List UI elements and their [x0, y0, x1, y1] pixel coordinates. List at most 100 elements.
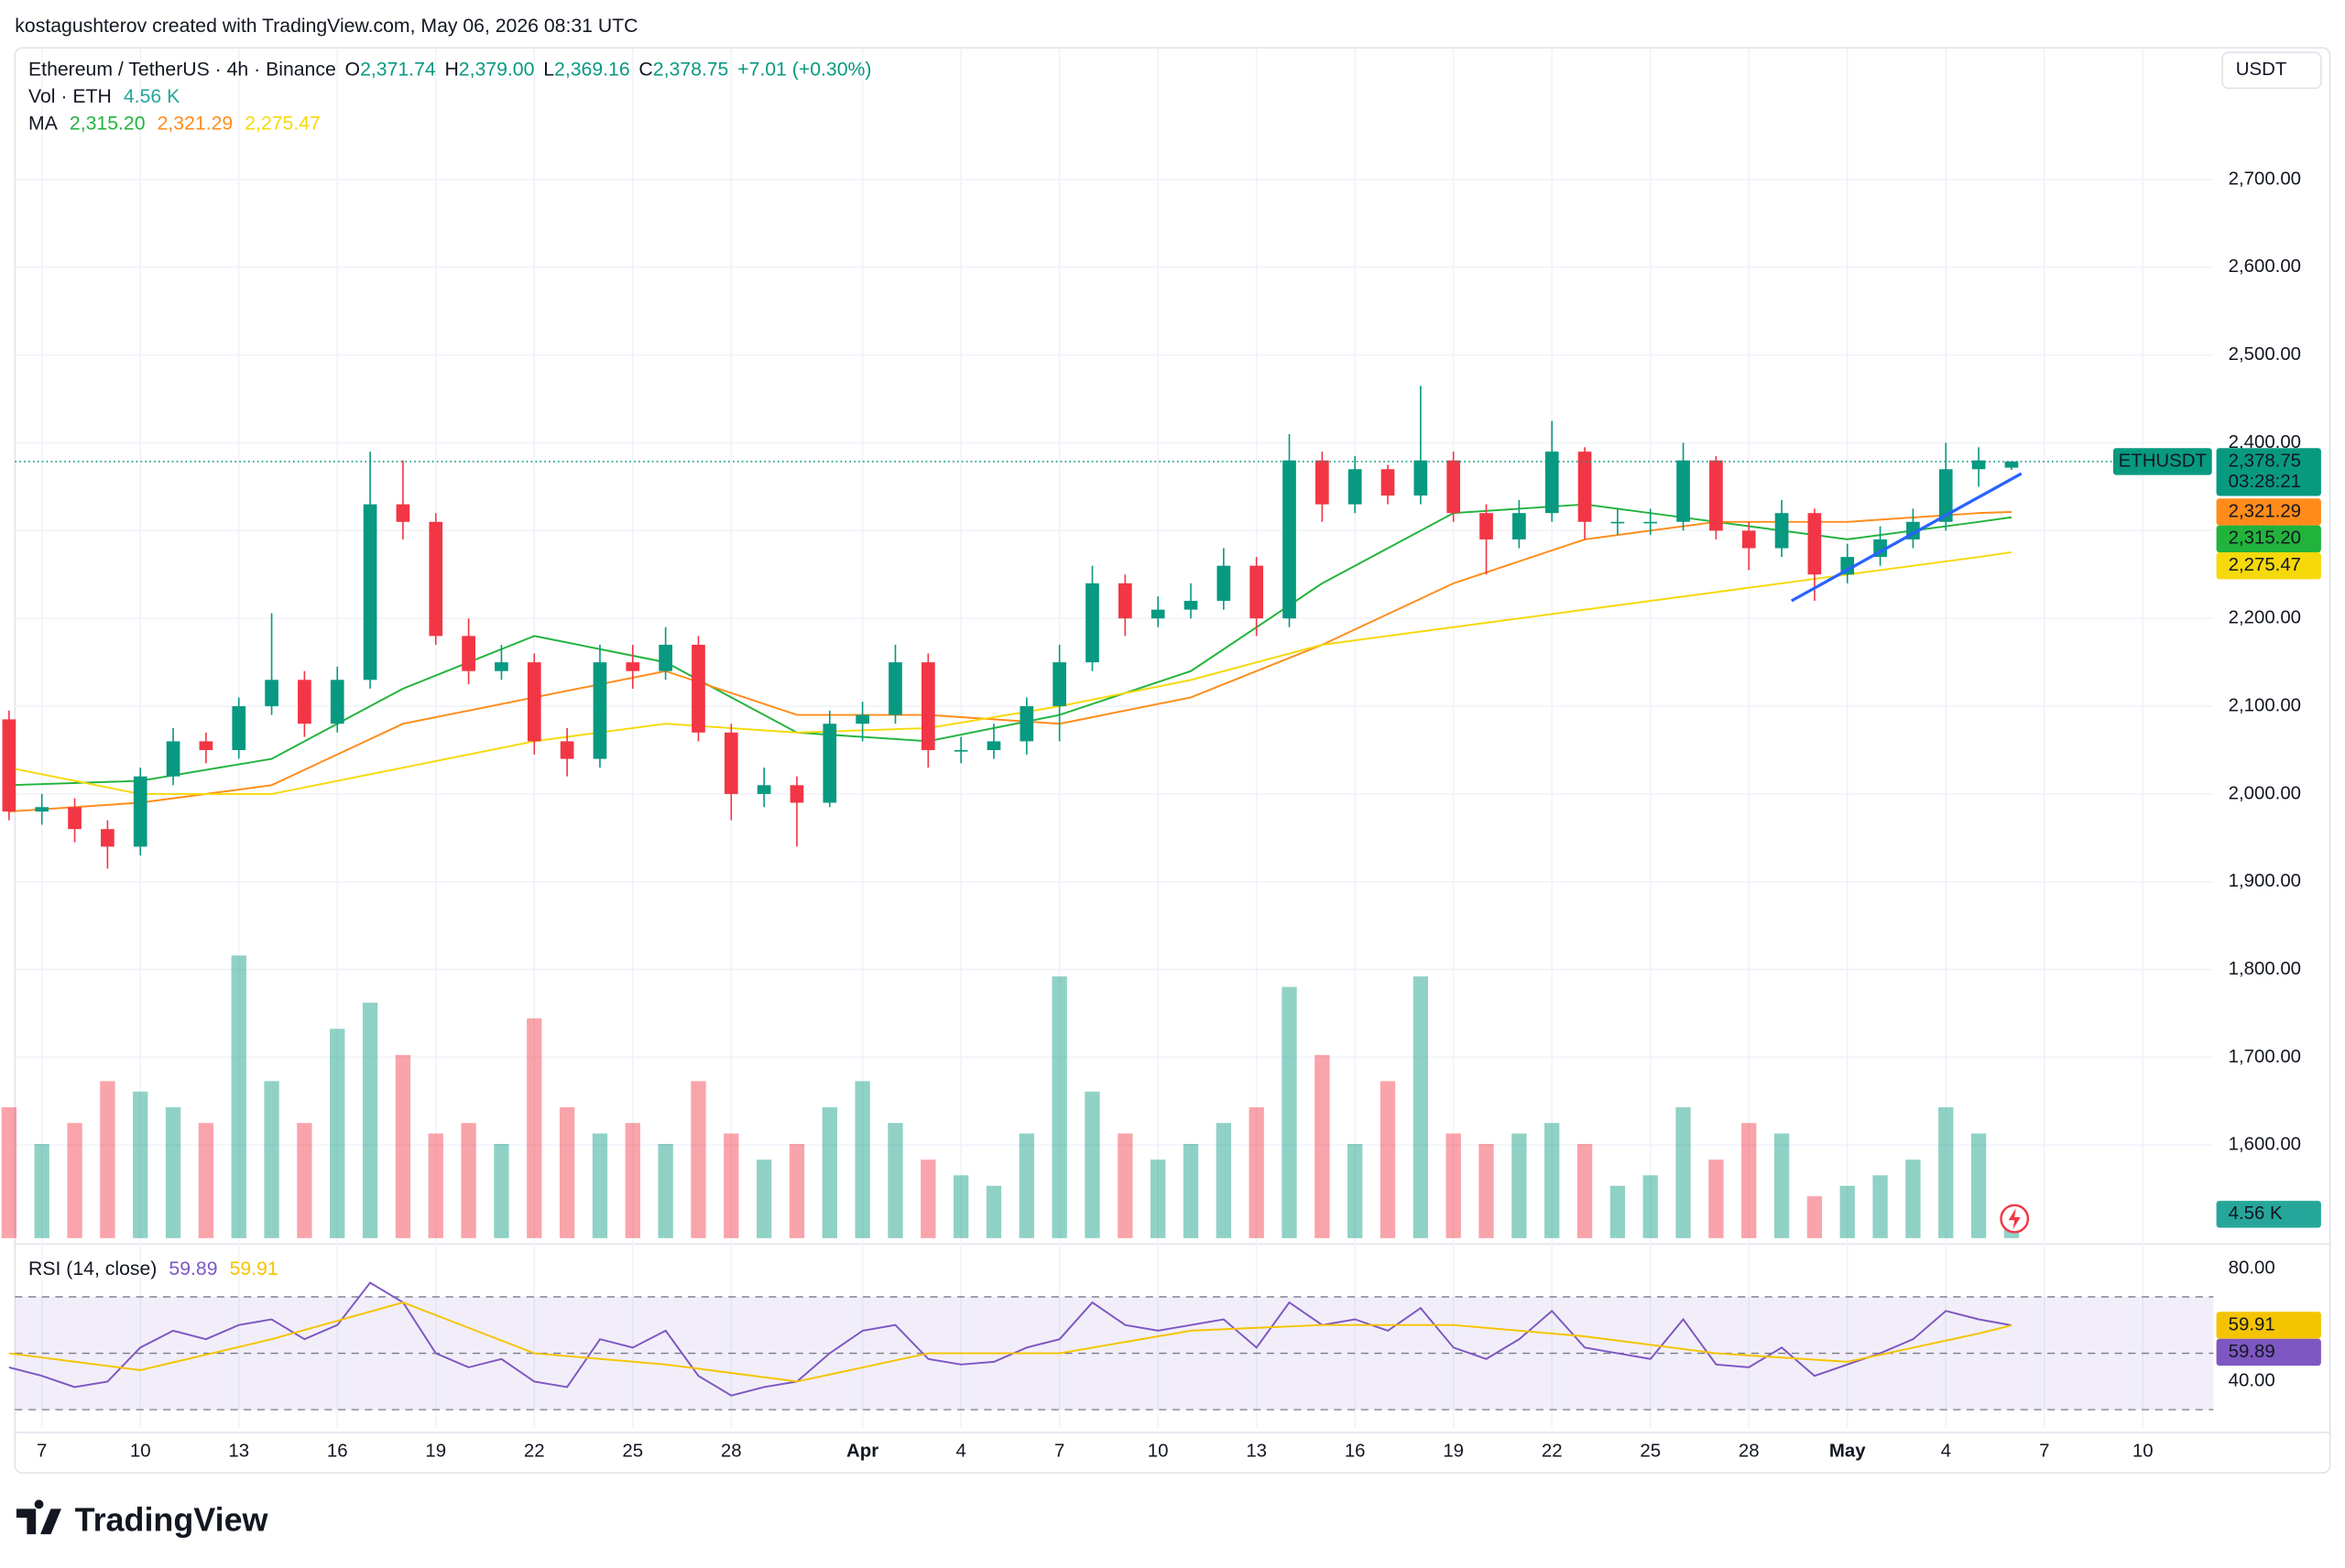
currency[interactable]: USDT — [2236, 60, 2287, 80]
rsi-tick-label: 80.00 — [2229, 1258, 2275, 1278]
axis-tag-label: 59.89 — [2229, 1342, 2275, 1362]
y-tick-label: 1,800.00 — [2229, 959, 2301, 979]
x-tick-label: 10 — [130, 1442, 151, 1462]
volume-bar — [559, 1106, 575, 1238]
x-tick-label: 7 — [37, 1442, 47, 1462]
volume-bar — [1741, 1123, 1757, 1238]
axis-tag — [2216, 1201, 2321, 1228]
candle-body — [2004, 461, 2019, 468]
candle-body — [363, 504, 377, 681]
candle-body — [1053, 662, 1067, 707]
rsi-line — [8, 1281, 2012, 1397]
x-tick-label: 4 — [1941, 1442, 1951, 1462]
x-tick-label: 19 — [1443, 1442, 1464, 1462]
y-tick-label: 2,000.00 — [2229, 783, 2301, 803]
volume-bar — [1314, 1054, 1330, 1238]
candle-body — [101, 829, 115, 847]
legend-rsi: RSI (14, close) 59.89 59.91 — [28, 1258, 278, 1279]
volume-bar — [1675, 1106, 1691, 1238]
candle-body — [1020, 706, 1034, 742]
candle-body — [1807, 513, 1822, 575]
candle-body — [659, 644, 672, 671]
candle-body — [954, 749, 968, 752]
candle-body — [889, 662, 902, 715]
candle-body — [1512, 513, 1526, 539]
candle-body — [1971, 460, 1986, 470]
candle-body — [265, 680, 278, 707]
volume-bar — [1544, 1123, 1560, 1238]
candle-body — [1577, 452, 1592, 522]
candle-body — [1380, 469, 1395, 496]
volume-bar — [1412, 976, 1429, 1238]
ohlc-value: 2,369.16 — [554, 59, 630, 80]
axis-tag — [2216, 1338, 2321, 1367]
candle-body — [560, 741, 574, 759]
volume-bar — [986, 1185, 1002, 1238]
volume-bar — [888, 1123, 903, 1238]
y-tick-label: 2,200.00 — [2229, 608, 2301, 628]
ma-value: 2,275.47 — [245, 113, 321, 134]
volume-bar — [789, 1143, 805, 1238]
x-tick-label: 10 — [2132, 1442, 2154, 1462]
candle-body — [1676, 460, 1690, 522]
candle-body — [626, 662, 640, 671]
volume-bar — [1839, 1185, 1855, 1238]
ma-label: MA — [28, 113, 59, 134]
currency-button[interactable] — [2221, 51, 2322, 90]
volume-bar — [1, 1106, 17, 1238]
volume-bar — [1872, 1175, 1888, 1238]
ma-value: 2,315.20 — [70, 113, 146, 134]
alert-bolt — [2008, 1208, 2021, 1230]
x-tick-label: 22 — [1542, 1442, 1563, 1462]
candle-body — [1709, 460, 1723, 531]
y-tick-label: 1,900.00 — [2229, 871, 2301, 891]
rsi-value: 59.89 — [169, 1258, 217, 1279]
credit: kostagushterov created with TradingView.… — [15, 16, 638, 37]
volume-bar — [953, 1175, 969, 1238]
axis-tag — [2216, 552, 2321, 580]
rsi-ma-line — [8, 1301, 2012, 1383]
candle-body — [199, 741, 213, 750]
candle-body — [1610, 521, 1625, 524]
volume-bar — [1052, 976, 1067, 1238]
axis-tag-label: 2,315.20 — [2229, 528, 2301, 549]
ohlc-value: 2,379.00 — [459, 59, 535, 80]
volume-bar — [428, 1133, 443, 1238]
x-tick-label: May — [1829, 1442, 1866, 1462]
axis-tag-label: 2,321.29 — [2229, 501, 2301, 521]
x-tick-label: 25 — [622, 1442, 643, 1462]
y-tick-label: 2,100.00 — [2229, 695, 2301, 715]
volume-bar — [264, 1081, 279, 1238]
candle-body — [166, 741, 180, 777]
volume-bar — [1511, 1133, 1527, 1238]
x-tick-label: 13 — [1246, 1442, 1267, 1462]
volume-bar — [1708, 1160, 1724, 1238]
axis-tag — [2216, 498, 2321, 526]
volume-bar — [1642, 1175, 1658, 1238]
change: +7.01 (+0.30%) — [737, 59, 871, 80]
volume-bar — [1609, 1185, 1626, 1238]
symbol-tag — [2112, 448, 2212, 475]
volume-bar — [921, 1160, 936, 1238]
volume-bar — [592, 1133, 608, 1238]
candle-body — [1118, 583, 1132, 619]
alert-icon[interactable] — [2000, 1203, 2030, 1234]
x-tick-label: 19 — [425, 1442, 446, 1462]
volume-bar — [1151, 1160, 1166, 1238]
volume-bar — [691, 1081, 706, 1238]
legend-ma: MA 2,315.20 2,321.29 2,275.47 — [28, 113, 321, 134]
legend-main: Ethereum / TetherUS · 4h · Binance O2,371… — [28, 59, 871, 80]
volume-bar — [658, 1143, 673, 1238]
volume-bar — [362, 1002, 378, 1238]
symbol-title: Ethereum / TetherUS · 4h · Binance — [28, 59, 336, 80]
volume-bar — [855, 1081, 870, 1238]
ohlc-value: 2,371.74 — [360, 59, 436, 80]
volume-bar — [1347, 1143, 1363, 1238]
candle-body — [1085, 583, 1099, 663]
trendline — [1790, 472, 2023, 603]
rsi-tick-label: 40.00 — [2229, 1371, 2275, 1391]
candle-body — [1774, 513, 1789, 549]
candle-body — [757, 785, 771, 794]
rsi-ma-value: 59.91 — [230, 1258, 278, 1279]
candle-body — [527, 662, 541, 742]
